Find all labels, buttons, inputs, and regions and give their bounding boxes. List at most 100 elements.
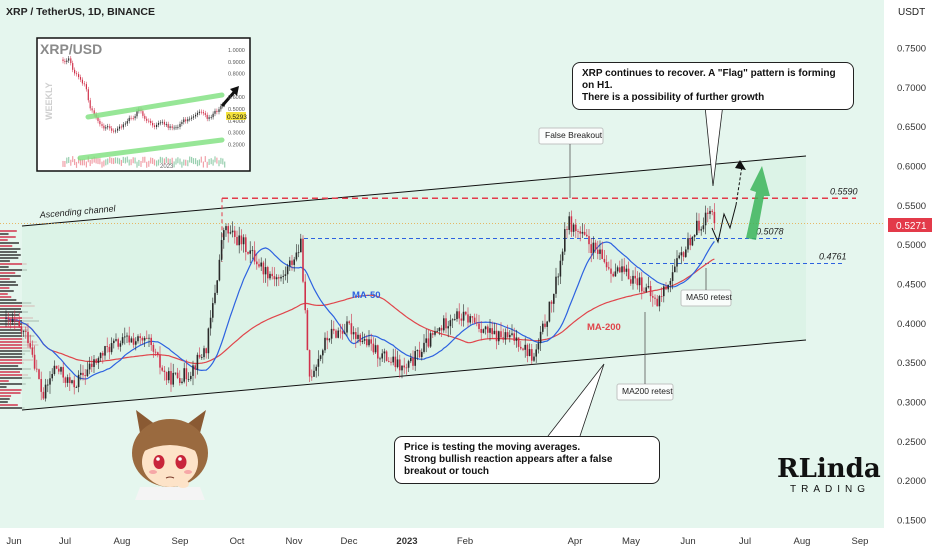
inset-candle-body	[142, 111, 144, 116]
volume-profile-bar	[0, 350, 31, 352]
volume-profile-bar	[0, 374, 29, 376]
inset-volume-bar	[81, 159, 83, 166]
candle-body	[561, 251, 564, 261]
candle-body	[438, 327, 441, 331]
candle-body	[168, 371, 170, 381]
candle-body	[348, 321, 350, 324]
candle-body	[416, 350, 419, 352]
candle-body	[533, 356, 535, 361]
inset-volume-bar	[85, 161, 87, 168]
inset-candle-body	[124, 123, 126, 125]
candle-body	[51, 373, 53, 379]
inset-title: XRP/USD	[40, 41, 102, 57]
inset-candle-body	[148, 120, 150, 122]
candle-body	[141, 337, 144, 341]
candle-body	[341, 331, 344, 334]
projection-arrowhead	[735, 160, 746, 170]
inset-candle-body	[66, 60, 68, 62]
candle-body	[632, 275, 634, 284]
candle-body	[102, 352, 104, 356]
volume-profile-bar	[0, 395, 12, 397]
volume-profile-bar	[0, 239, 8, 241]
candle-body	[638, 277, 641, 286]
candle-body	[313, 370, 315, 377]
candle-body	[528, 349, 531, 356]
volume-profile-bar	[0, 362, 24, 364]
inset-volume-bar	[173, 161, 175, 168]
volume-profile-bar	[0, 335, 35, 337]
candle-body	[577, 231, 579, 232]
candle-body	[181, 381, 183, 383]
price-badge-bg	[888, 218, 932, 232]
candle-body	[231, 230, 234, 233]
candle-body	[401, 365, 403, 371]
candle-body	[436, 330, 438, 332]
volume-profile-bar	[0, 254, 21, 256]
candle-body	[247, 252, 249, 254]
inset-candle-body	[126, 121, 128, 124]
candle-body	[709, 210, 711, 214]
inset-volume-bar	[144, 156, 146, 163]
volume-profile-bar	[0, 317, 33, 319]
candle-body	[630, 279, 632, 284]
inset-volume-bar	[171, 157, 173, 164]
logo-sub: TRADING	[790, 484, 870, 495]
candle-body	[214, 292, 216, 304]
candle-body	[676, 258, 678, 267]
inset-volume-bar	[153, 159, 156, 166]
inset-volume-bar	[177, 157, 179, 164]
candle-body	[462, 311, 465, 321]
time-tick-label: 2023	[396, 536, 417, 547]
volume-profile-bar	[0, 278, 10, 280]
candle-body	[207, 328, 210, 354]
candle-body	[176, 372, 179, 379]
channel-upper-line	[21, 155, 807, 227]
candle-body	[487, 326, 489, 333]
price-tick-label: 0.4500	[897, 280, 926, 291]
candle-body	[170, 371, 172, 385]
inset-candle-body	[101, 124, 103, 126]
candle-body	[539, 331, 542, 344]
inset-candle-body	[130, 117, 132, 119]
candle-body	[66, 377, 69, 383]
candle-body	[33, 354, 36, 369]
candle-body	[88, 363, 91, 370]
time-axis[interactable]	[0, 528, 884, 550]
candle-body	[575, 224, 577, 232]
inset-volume-bar	[208, 158, 210, 165]
candle-body	[456, 311, 458, 320]
volume-profile-bar	[0, 341, 37, 343]
candle-body	[713, 211, 716, 224]
candle-body	[471, 316, 474, 318]
candle-body	[284, 274, 287, 276]
candle-body	[531, 349, 533, 361]
price-axis[interactable]	[884, 0, 932, 550]
time-tick-label: Dec	[341, 536, 358, 547]
inset-timeframe: WEEKLY	[44, 82, 54, 120]
candle-body	[209, 317, 212, 329]
inset-volume-bar	[179, 158, 181, 165]
candle-body	[16, 320, 18, 322]
inset-volume-bar	[114, 157, 117, 164]
projection-dashed	[735, 165, 743, 206]
candle-body	[293, 259, 295, 265]
candle-body	[77, 374, 80, 388]
volume-profile-bar	[0, 248, 21, 250]
candle-body	[390, 361, 392, 363]
inset-candle-body	[204, 113, 206, 115]
time-tick-label: May	[622, 536, 640, 547]
inset-volume-bar	[124, 157, 126, 164]
inset-candle-body	[74, 69, 76, 74]
volume-profile-bar	[0, 392, 21, 394]
candle-body	[399, 359, 401, 371]
candle-body	[579, 231, 581, 234]
candle-body	[192, 365, 194, 376]
volume-profile-bar	[0, 389, 22, 391]
callout-top-line-1: XRP continues to recover. A "Flag" patte…	[582, 68, 836, 91]
inset-volume-bar	[161, 157, 163, 164]
candle-body	[660, 296, 663, 297]
inset-candle-body	[111, 128, 113, 131]
time-tick-label: Jun	[6, 536, 21, 547]
inset-volume-bar	[117, 157, 119, 164]
candle-body	[137, 336, 139, 342]
